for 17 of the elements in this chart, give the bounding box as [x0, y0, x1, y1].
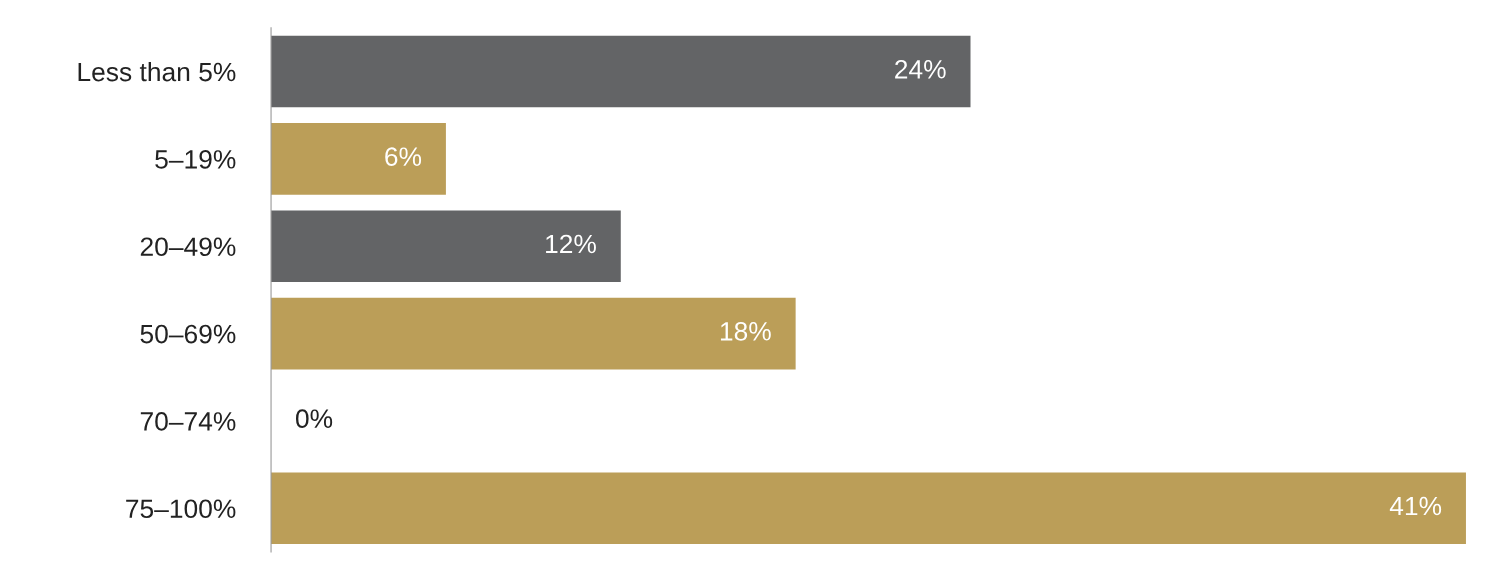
bar — [271, 297, 796, 370]
y-tick-label: Less than 5% — [78, 62, 236, 82]
y-tick-label: 70–74% — [140, 412, 236, 431]
y-tick-label: 75–100% — [126, 499, 236, 519]
bar — [271, 123, 446, 195]
y-tick-label: 20–49% — [140, 237, 236, 257]
bar — [271, 210, 621, 283]
data-label: 0% — [295, 409, 333, 429]
data-label: 12% — [546, 234, 596, 254]
y-tick-label: 5–19% — [155, 150, 236, 169]
bar — [271, 35, 971, 108]
y-tick-label: 50–69% — [140, 324, 236, 344]
bar — [271, 472, 1466, 545]
data-label: 41% — [1389, 496, 1442, 516]
data-label: 24% — [895, 59, 946, 79]
data-label: 6% — [385, 147, 422, 166]
data-label: 18% — [720, 321, 771, 341]
